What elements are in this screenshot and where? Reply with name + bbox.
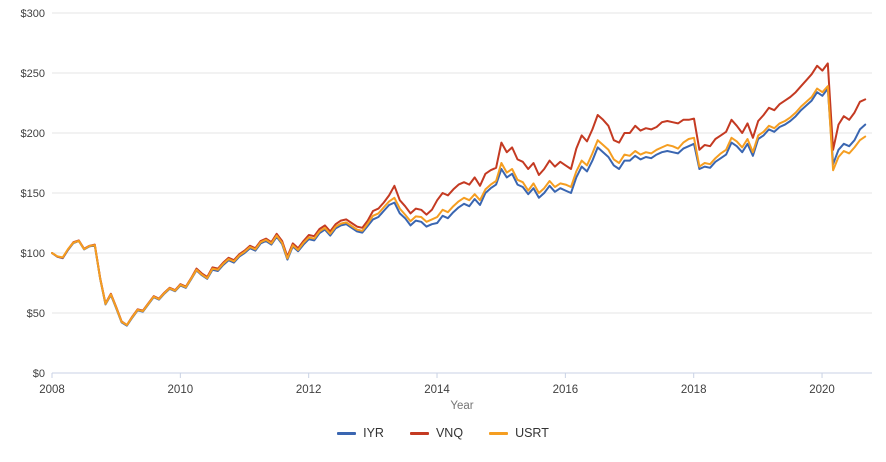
y-axis-label-250: $250 bbox=[21, 68, 45, 80]
x-axis-label-2012: 2012 bbox=[296, 384, 322, 396]
legend-swatch-usrt bbox=[489, 431, 509, 435]
series-line-vnq[interactable] bbox=[51, 62, 867, 326]
x-axis-title: Year bbox=[450, 400, 473, 412]
chart-legend: IYR VNQ USRT bbox=[0, 426, 886, 440]
y-axis-label-100: $100 bbox=[21, 248, 45, 260]
x-axis-label-2014: 2014 bbox=[424, 384, 450, 396]
legend-swatch-iyr bbox=[337, 431, 357, 435]
x-axis-label-2016: 2016 bbox=[553, 384, 579, 396]
legend-item-vnq: VNQ bbox=[409, 426, 464, 440]
legend-swatch-vnq bbox=[409, 431, 429, 435]
y-axis-label-300: $300 bbox=[21, 8, 45, 20]
x-axis-label-2010: 2010 bbox=[168, 384, 194, 396]
y-axis-label-0: $0 bbox=[33, 368, 45, 380]
legend-item-iyr: IYR bbox=[337, 426, 384, 440]
series-line-usrt[interactable] bbox=[51, 85, 867, 326]
y-axis-label-150: $150 bbox=[21, 188, 45, 200]
legend-item-usrt: USRT bbox=[489, 426, 549, 440]
legend-label-iyr: IYR bbox=[363, 426, 384, 440]
x-axis-label-2018: 2018 bbox=[681, 384, 707, 396]
x-axis-label-2020: 2020 bbox=[809, 384, 835, 396]
legend-label-usrt: USRT bbox=[515, 426, 549, 440]
y-axis-label-200: $200 bbox=[21, 128, 45, 140]
y-axis-label-50: $50 bbox=[27, 308, 45, 320]
legend-label-vnq: VNQ bbox=[435, 426, 464, 440]
x-axis-label-2008: 2008 bbox=[39, 384, 65, 396]
